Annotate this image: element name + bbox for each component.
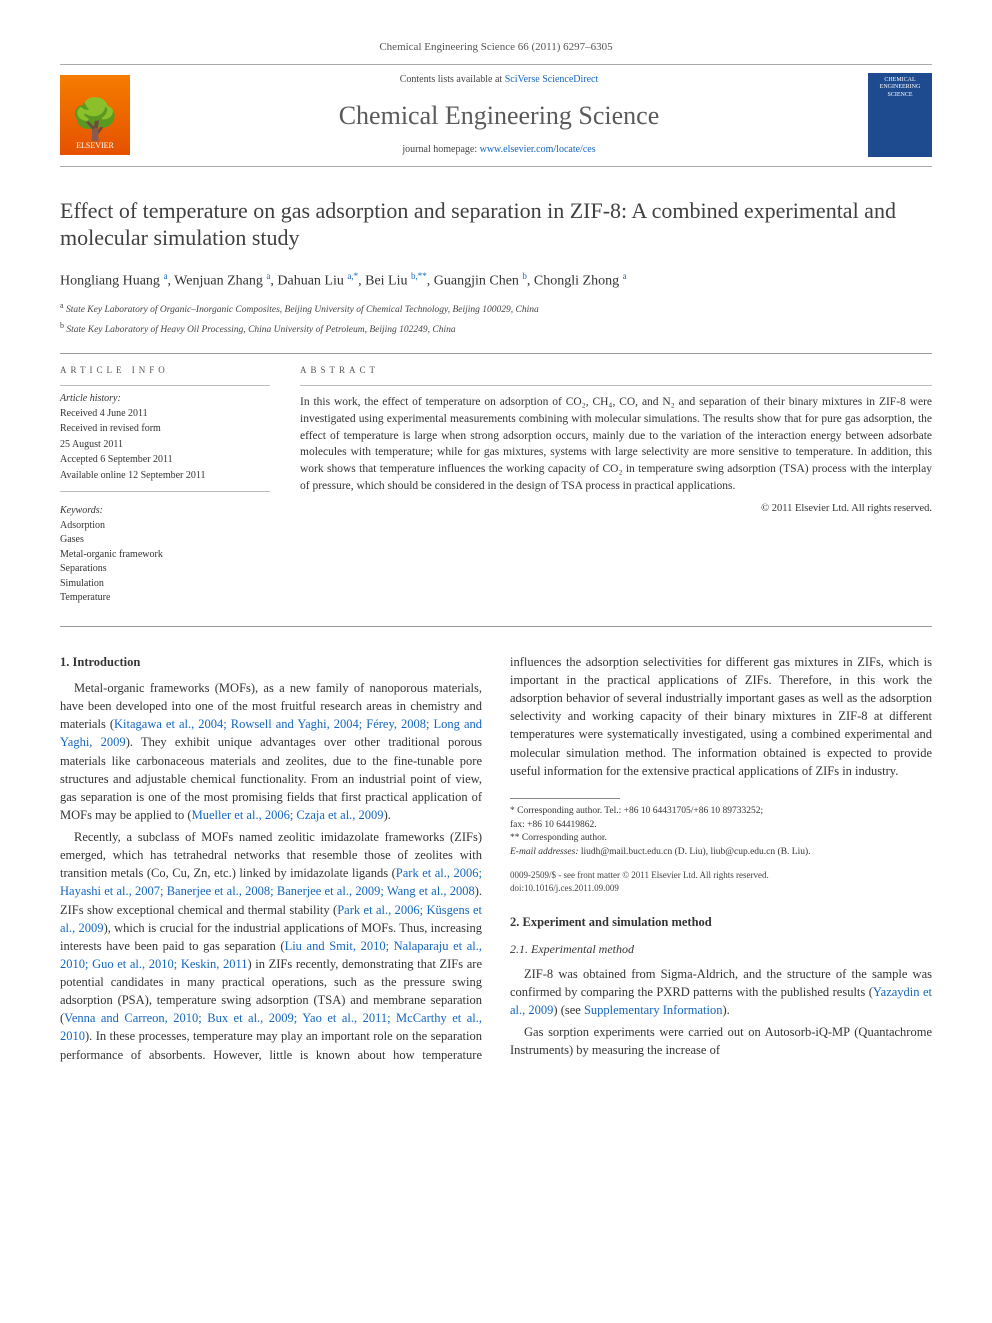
keyword-item: Gases xyxy=(60,533,270,548)
article-info-grid: ARTICLE INFO Article history: Received 4… xyxy=(60,364,932,606)
footnotes-block: * Corresponding author. Tel.: +86 10 644… xyxy=(510,805,932,859)
journal-homepage-line: journal homepage: www.elsevier.com/locat… xyxy=(130,143,868,158)
section-1-heading: 1. Introduction xyxy=(60,653,482,671)
keyword-item: Separations xyxy=(60,562,270,577)
issn-line: 0009-2509/$ - see front matter © 2011 El… xyxy=(510,869,932,882)
keyword-item: Metal-organic framework xyxy=(60,548,270,563)
elsevier-label: ELSEVIER xyxy=(76,140,114,152)
corr-author-2: ** Corresponding author. xyxy=(510,832,932,845)
section-2-heading: 2. Experiment and simulation method xyxy=(510,913,932,931)
homepage-link[interactable]: www.elsevier.com/locate/ces xyxy=(480,144,596,155)
affiliation-line: a State Key Laboratory of Organic–Inorga… xyxy=(60,300,932,318)
email-line: E-mail addresses: liudh@mail.buct.edu.cn… xyxy=(510,846,932,859)
email-addresses: liudh@mail.buct.edu.cn (D. Liu), liub@cu… xyxy=(579,847,811,857)
paragraph-4: Gas sorption experiments were carried ou… xyxy=(510,1023,932,1059)
article-info-left: ARTICLE INFO Article history: Received 4… xyxy=(60,364,270,606)
doi-block: 0009-2509/$ - see front matter © 2011 El… xyxy=(510,869,932,895)
history-line: Received in revised form xyxy=(60,422,270,437)
keyword-item: Adsorption xyxy=(60,519,270,534)
journal-cover-thumbnail: CHEMICAL ENGINEERING SCIENCE xyxy=(868,73,932,157)
p1-refs-2[interactable]: Mueller et al., 2006; Czaja et al., 2009 xyxy=(192,808,384,822)
elsevier-logo: ELSEVIER xyxy=(60,75,130,155)
citation-header: Chemical Engineering Science 66 (2011) 6… xyxy=(60,40,932,56)
history-line: Accepted 6 September 2011 xyxy=(60,453,270,468)
abstract-heading: ABSTRACT xyxy=(300,364,932,377)
email-label: E-mail addresses: xyxy=(510,847,579,857)
abstract-text: In this work, the effect of temperature … xyxy=(300,394,932,494)
keyword-item: Temperature xyxy=(60,591,270,606)
divider-top xyxy=(60,353,932,354)
p3-ref2[interactable]: Supplementary Information xyxy=(584,1003,723,1017)
p3-tail: ). xyxy=(722,1003,729,1017)
sciencedirect-link[interactable]: SciVerse ScienceDirect xyxy=(505,74,599,85)
article-info-heading: ARTICLE INFO xyxy=(60,364,270,377)
doi-line: doi:10.1016/j.ces.2011.09.009 xyxy=(510,882,932,895)
abstract-column: ABSTRACT In this work, the effect of tem… xyxy=(300,364,932,606)
body-columns: 1. Introduction Metal-organic frameworks… xyxy=(60,653,932,1064)
publication-header-box: ELSEVIER Contents lists available at Sci… xyxy=(60,64,932,167)
affiliation-line: b State Key Laboratory of Heavy Oil Proc… xyxy=(60,320,932,338)
paragraph-3: ZIF-8 was obtained from Sigma-Aldrich, a… xyxy=(510,965,932,1019)
contents-prefix: Contents lists available at xyxy=(400,74,505,85)
homepage-prefix: journal homepage: xyxy=(402,144,479,155)
history-label: Article history: xyxy=(60,392,270,407)
divider-mid xyxy=(60,626,932,627)
paragraph-1: Metal-organic frameworks (MOFs), as a ne… xyxy=(60,679,482,824)
section-2-1-heading: 2.1. Experimental method xyxy=(510,941,932,958)
history-line: Available online 12 September 2011 xyxy=(60,469,270,484)
p3-text: ZIF-8 was obtained from Sigma-Aldrich, a… xyxy=(510,967,932,999)
history-line: 25 August 2011 xyxy=(60,438,270,453)
article-title: Effect of temperature on gas adsorption … xyxy=(60,197,932,252)
footnote-rule xyxy=(510,798,620,799)
p1-tail2: ). xyxy=(384,808,391,822)
abstract-copyright: © 2011 Elsevier Ltd. All rights reserved… xyxy=(300,501,932,516)
contents-lists-line: Contents lists available at SciVerse Sci… xyxy=(130,73,868,88)
publication-center: Contents lists available at SciVerse Sci… xyxy=(130,73,868,158)
corr-author-1-fax: fax: +86 10 64419862. xyxy=(510,819,932,832)
p3-mid: ) (see xyxy=(553,1003,584,1017)
author-list: Hongliang Huang a, Wenjuan Zhang a, Dahu… xyxy=(60,270,932,292)
history-line: Received 4 June 2011 xyxy=(60,407,270,422)
keywords-label: Keywords: xyxy=(60,504,270,519)
keyword-item: Simulation xyxy=(60,577,270,592)
corr-author-1: * Corresponding author. Tel.: +86 10 644… xyxy=(510,805,932,818)
journal-name: Chemical Engineering Science xyxy=(130,97,868,135)
